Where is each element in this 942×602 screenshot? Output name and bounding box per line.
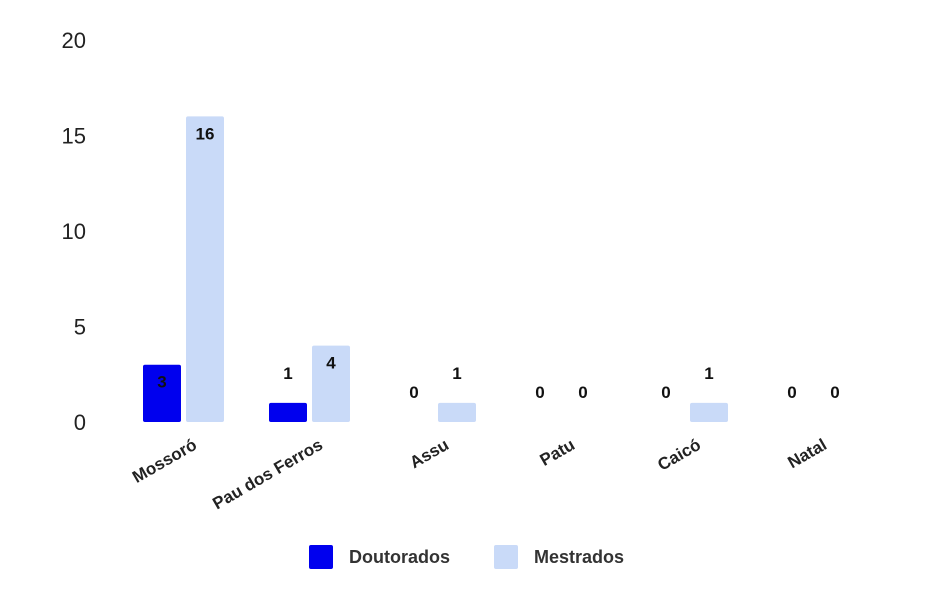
data-label: 0 xyxy=(535,383,544,402)
bar-mestrados xyxy=(690,402,728,422)
data-label: 0 xyxy=(409,383,418,402)
legend-swatch xyxy=(309,545,333,569)
x-category-label: Natal xyxy=(784,435,830,472)
y-tick-label: 0 xyxy=(74,410,86,435)
bar-mestrados xyxy=(438,402,476,422)
legend-label: Doutorados xyxy=(349,547,450,567)
data-label: 0 xyxy=(830,383,839,402)
legend-swatch xyxy=(494,545,518,569)
data-label: 0 xyxy=(578,383,587,402)
y-tick-label: 20 xyxy=(62,28,86,53)
y-tick-label: 15 xyxy=(62,124,86,149)
y-axis: 0 5 10 15 20 xyxy=(62,28,86,435)
data-label: 1 xyxy=(452,364,461,383)
data-label: 1 xyxy=(704,364,713,383)
x-category-label: Mossoró xyxy=(129,435,200,487)
bar-doutorados xyxy=(143,364,181,422)
y-tick-label: 10 xyxy=(62,219,86,244)
x-category-label: Patu xyxy=(537,435,578,470)
data-label: 4 xyxy=(326,354,336,373)
x-category-label: Assu xyxy=(406,435,452,472)
data-labels: 3 16 1 4 0 1 0 0 0 1 0 0 xyxy=(157,124,839,402)
data-label: 3 xyxy=(157,373,166,392)
bar-mestrados xyxy=(186,116,224,423)
data-label: 16 xyxy=(196,124,215,143)
legend: Doutorados Mestrados xyxy=(309,545,624,569)
bar-doutorados xyxy=(269,402,307,422)
bars xyxy=(143,116,728,423)
data-label: 0 xyxy=(787,383,796,402)
legend-label: Mestrados xyxy=(534,547,624,567)
bar-mestrados xyxy=(312,345,350,422)
y-tick-label: 5 xyxy=(74,315,86,340)
data-label: 0 xyxy=(661,383,670,402)
x-category-label: Caicó xyxy=(654,435,704,475)
x-axis: Mossoró Pau dos Ferros Assu Patu Caicó Natal xyxy=(129,435,830,513)
x-category-label: Pau dos Ferros xyxy=(209,435,326,513)
data-label: 1 xyxy=(283,364,292,383)
